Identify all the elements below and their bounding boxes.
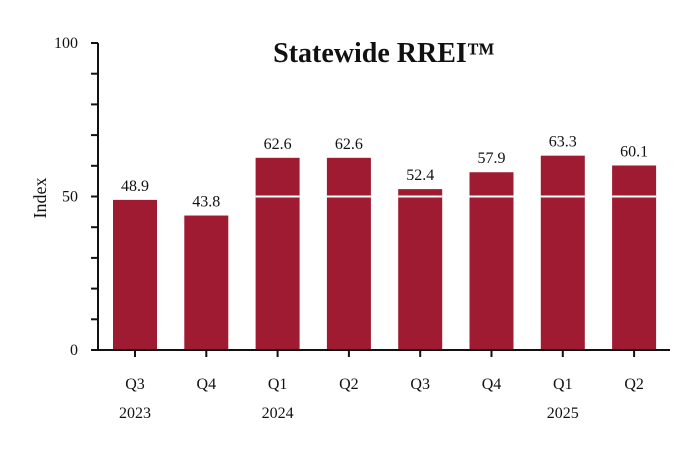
value-label-5: 57.9	[478, 150, 506, 167]
value-label-1: 43.8	[192, 194, 220, 211]
plot-area: 48.9 43.8 62.6 62.6 52.4 57.9 63.3 60.1 0 50 100 Q3…	[54, 35, 670, 422]
bar-1	[184, 215, 229, 350]
value-label-3: 62.6	[335, 136, 363, 153]
y-tick-label-1: 50	[62, 189, 78, 206]
value-label-4: 52.4	[406, 167, 434, 184]
x-tick-label-4: Q3	[410, 376, 430, 393]
year-label-2: 2025	[547, 405, 579, 422]
value-label-7: 60.1	[620, 143, 648, 160]
y-axis-label: Index	[30, 178, 50, 219]
x-tick-label-1: Q4	[197, 376, 217, 393]
bar-6	[540, 155, 585, 350]
x-tick-label-5: Q4	[482, 376, 502, 393]
x-tick-label-0: Q3	[125, 376, 145, 393]
value-label-6: 63.3	[549, 134, 577, 151]
value-label-2: 62.6	[264, 136, 292, 153]
bar-2	[255, 157, 300, 350]
x-tick-label-6: Q1	[553, 376, 573, 393]
y-tick-label-0: 0	[70, 342, 78, 359]
bar-0	[113, 199, 157, 350]
chart-title: Statewide RREI™	[273, 38, 495, 69]
x-tick-label-7: Q2	[624, 376, 644, 393]
bar-4	[398, 189, 443, 350]
x-tick-label-3: Q2	[339, 376, 359, 393]
bar-7	[612, 165, 657, 350]
value-label-0: 48.9	[121, 178, 149, 195]
bar-3	[326, 157, 371, 350]
bar-5	[469, 172, 514, 350]
y-tick-label-2: 100	[54, 35, 78, 52]
x-tick-label-2: Q1	[268, 376, 288, 393]
year-label-0: 2023	[119, 405, 151, 422]
year-label-1: 2024	[262, 405, 294, 422]
